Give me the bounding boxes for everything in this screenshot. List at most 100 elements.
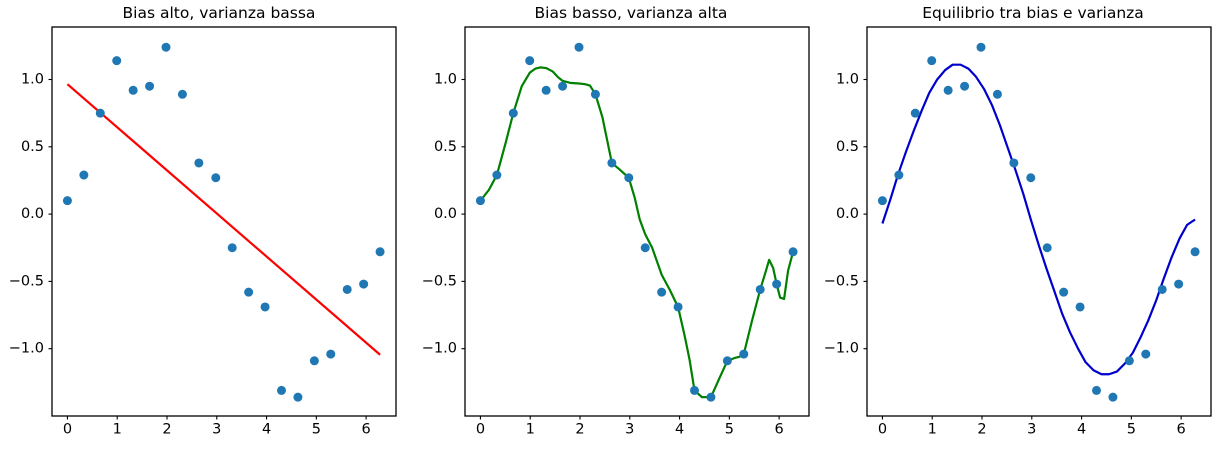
y-tick-label: 0.5 [836, 139, 859, 155]
fit-curve [479, 66, 795, 399]
scatter-point [788, 247, 798, 257]
x-tick-label: 4 [262, 422, 271, 438]
scatter-point [574, 42, 584, 52]
y-tick-label: 0.0 [434, 206, 457, 222]
scatter-point [1009, 158, 1019, 168]
plot-data-area [62, 42, 385, 402]
x-tick-label: 6 [362, 422, 371, 438]
x-tick-label: 5 [725, 422, 734, 438]
x-tick-label: 3 [212, 422, 221, 438]
axes-spines [51, 26, 397, 417]
axes-high-bias: −1.0 −0.5 0.0 0.5 1.0 0 1 2 3 4 5 6 [9, 26, 397, 438]
scatter-point [492, 170, 502, 180]
scatter-point [1190, 247, 1200, 257]
scatter-point [211, 173, 221, 183]
scatter-point [894, 170, 904, 180]
scatter-point [772, 279, 782, 289]
x-tick-label: 1 [526, 422, 535, 438]
scatter-point [79, 170, 89, 180]
subplot-panel-high-bias: Bias alto, varianza bassa −1.0 −0.5 0.0 0.5… [0, 0, 408, 451]
x-tick-label: 6 [1177, 422, 1186, 438]
y-tick-label: 0.0 [836, 206, 859, 222]
x-tick-label: 0 [878, 422, 887, 438]
x-tick-label: 3 [1027, 422, 1036, 438]
x-tick-label: 2 [575, 422, 584, 438]
scatter-point [976, 42, 986, 52]
scatter-point [326, 349, 336, 359]
axes-spines [464, 26, 810, 417]
fit-curve [66, 83, 381, 356]
y-tick-label: 0.5 [21, 139, 44, 155]
scatter-point [227, 243, 237, 253]
x-tick-label: 0 [63, 422, 72, 438]
scatter-point [177, 89, 187, 99]
subplot-panel-balanced: Equilibrio tra bias e varianza −1.0 −0.5 0… [815, 0, 1223, 451]
scatter-point [1042, 243, 1052, 253]
scatter-point [910, 108, 920, 118]
y-tick-label: 0.5 [434, 139, 457, 155]
axes-high-variance: −1.0 −0.5 0.0 0.5 1.0 0 1 2 3 4 5 6 [422, 26, 810, 438]
scatter-point [1075, 302, 1085, 312]
scatter-point [1092, 385, 1101, 395]
scatter-point [244, 287, 254, 297]
x-tick-label: 3 [625, 422, 634, 438]
scatter-point [992, 89, 1002, 99]
x-tick-label: 4 [675, 422, 684, 438]
scatter-point [342, 284, 352, 294]
y-tick-label: −0.5 [422, 273, 457, 289]
scatter-point [1026, 173, 1036, 183]
x-tick-label: 2 [977, 422, 986, 438]
scatter-point [1157, 284, 1167, 294]
scatter-point [541, 85, 551, 95]
scatter-point [309, 356, 319, 366]
scatter-point [1124, 356, 1134, 366]
scatter-point [260, 302, 270, 312]
x-tick-label: 5 [1127, 422, 1136, 438]
scatter-point [1174, 279, 1184, 289]
panel-title-high-variance: Bias basso, varianza alta [534, 4, 728, 22]
scatter-point [128, 85, 138, 95]
scatter-point [1059, 287, 1069, 297]
x-tick-label: 4 [1077, 422, 1086, 438]
scatter-point [558, 81, 568, 91]
x-tick-label: 2 [162, 422, 171, 438]
x-tick-label: 6 [775, 422, 784, 438]
x-tick-label: 1 [928, 422, 937, 438]
panel-title-balanced: Equilibrio tra bias e varianza [922, 4, 1144, 22]
scatter-point [657, 287, 667, 297]
plot-data-area [877, 42, 1200, 402]
scatter-point [590, 89, 600, 99]
subplot-panel-high-variance: Bias basso, varianza alta −1.0 −0.5 0.0 0.5… [413, 0, 821, 451]
x-tick-label: 5 [312, 422, 321, 438]
panel-title-high-bias: Bias alto, varianza bassa [122, 4, 316, 22]
scatter-point [508, 108, 518, 118]
plot-data-area [475, 42, 798, 402]
scatter-point [690, 385, 699, 395]
scatter-point [640, 243, 650, 253]
x-tick-label: 1 [113, 422, 122, 438]
scatter-point [624, 173, 634, 183]
fit-curve [881, 63, 1196, 376]
y-tick-label: −1.0 [9, 341, 44, 357]
y-tick-label: −1.0 [422, 341, 457, 357]
scatter-point [960, 81, 970, 91]
axes-balanced: −1.0 −0.5 0.0 0.5 1.0 0 1 2 3 4 5 6 [824, 26, 1212, 438]
scatter-point [145, 81, 155, 91]
scatter-point [359, 279, 369, 289]
scatter-point [277, 385, 286, 395]
scatter-point [375, 247, 385, 257]
scatter-point [62, 196, 72, 206]
scatter-point [755, 284, 765, 294]
y-tick-label: −0.5 [824, 273, 859, 289]
y-tick-label: 0.0 [21, 206, 44, 222]
scatter-point [706, 392, 716, 402]
scatter-point [112, 56, 122, 66]
axes-spines [866, 26, 1212, 417]
scatter-point [673, 302, 683, 312]
y-tick-label: −1.0 [824, 341, 859, 357]
scatter-point [194, 158, 204, 168]
scatter-point [877, 196, 887, 206]
y-tick-label: 1.0 [434, 71, 457, 87]
scatter-point [95, 108, 105, 118]
